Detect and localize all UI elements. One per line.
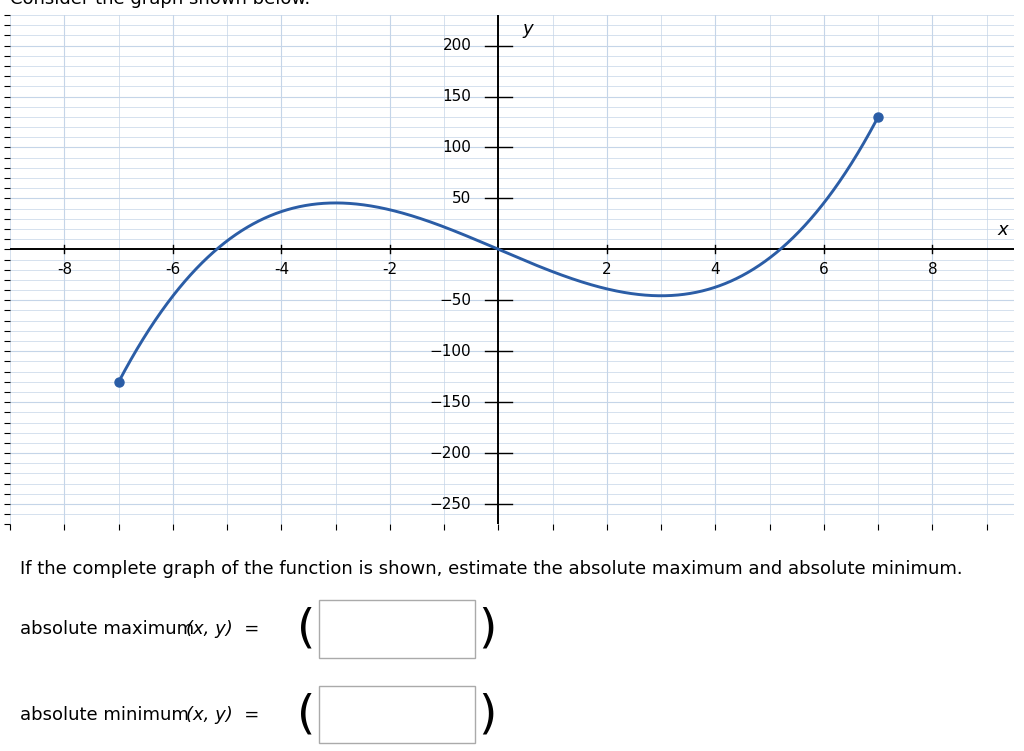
Text: −150: −150 [430, 395, 471, 410]
Text: (x, y)  =: (x, y) = [186, 706, 259, 724]
Text: y: y [523, 20, 534, 38]
Text: Consider the graph shown below.: Consider the graph shown below. [10, 0, 310, 8]
Text: 100: 100 [442, 140, 471, 155]
Text: (: ( [297, 606, 315, 651]
Text: ): ) [478, 606, 496, 651]
Text: 2: 2 [602, 261, 611, 276]
Text: absolute minimum: absolute minimum [20, 706, 189, 724]
Text: 6: 6 [819, 261, 828, 276]
Text: If the complete graph of the function is shown, estimate the absolute maximum an: If the complete graph of the function is… [20, 560, 963, 578]
Text: -8: -8 [57, 261, 72, 276]
FancyBboxPatch shape [319, 686, 475, 743]
Text: 150: 150 [442, 89, 471, 104]
Text: −100: −100 [430, 344, 471, 359]
Text: ): ) [478, 692, 496, 737]
Text: 4: 4 [711, 261, 720, 276]
Text: −200: −200 [430, 445, 471, 460]
Text: −250: −250 [430, 496, 471, 511]
Text: absolute maximum: absolute maximum [20, 620, 195, 638]
Text: −50: −50 [439, 293, 471, 308]
Text: (: ( [297, 692, 315, 737]
Text: -6: -6 [165, 261, 180, 276]
Text: x: x [997, 221, 1009, 239]
Text: (x, y)  =: (x, y) = [186, 620, 259, 638]
Text: -2: -2 [382, 261, 397, 276]
FancyBboxPatch shape [319, 600, 475, 658]
Text: 8: 8 [928, 261, 937, 276]
Text: -4: -4 [273, 261, 289, 276]
Text: 200: 200 [442, 38, 471, 53]
Text: 50: 50 [452, 191, 471, 206]
